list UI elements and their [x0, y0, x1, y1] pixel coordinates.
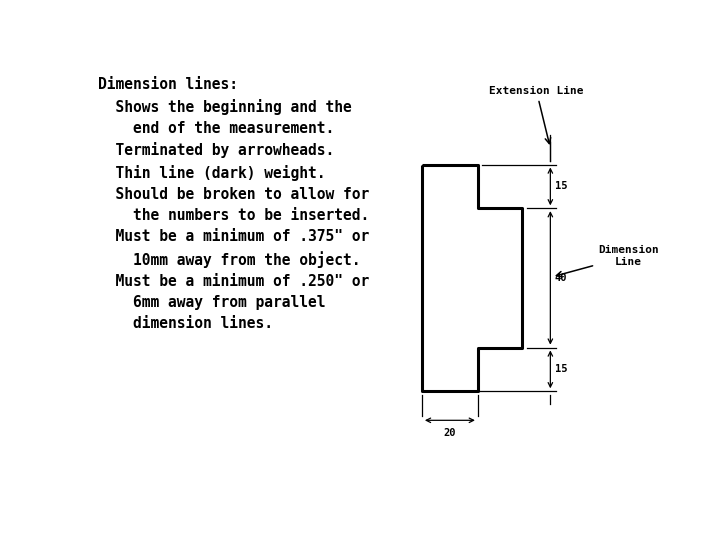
Text: 40: 40: [555, 273, 567, 283]
Text: 20: 20: [444, 428, 456, 438]
Text: 15: 15: [555, 364, 567, 374]
Text: 15: 15: [555, 181, 567, 191]
Text: Dimension
Line: Dimension Line: [557, 245, 659, 277]
Text: Dimension lines:
  Shows the beginning and the
    end of the measurement.
  Ter: Dimension lines: Shows the beginning and…: [99, 77, 369, 330]
Text: Extension Line: Extension Line: [489, 86, 584, 144]
